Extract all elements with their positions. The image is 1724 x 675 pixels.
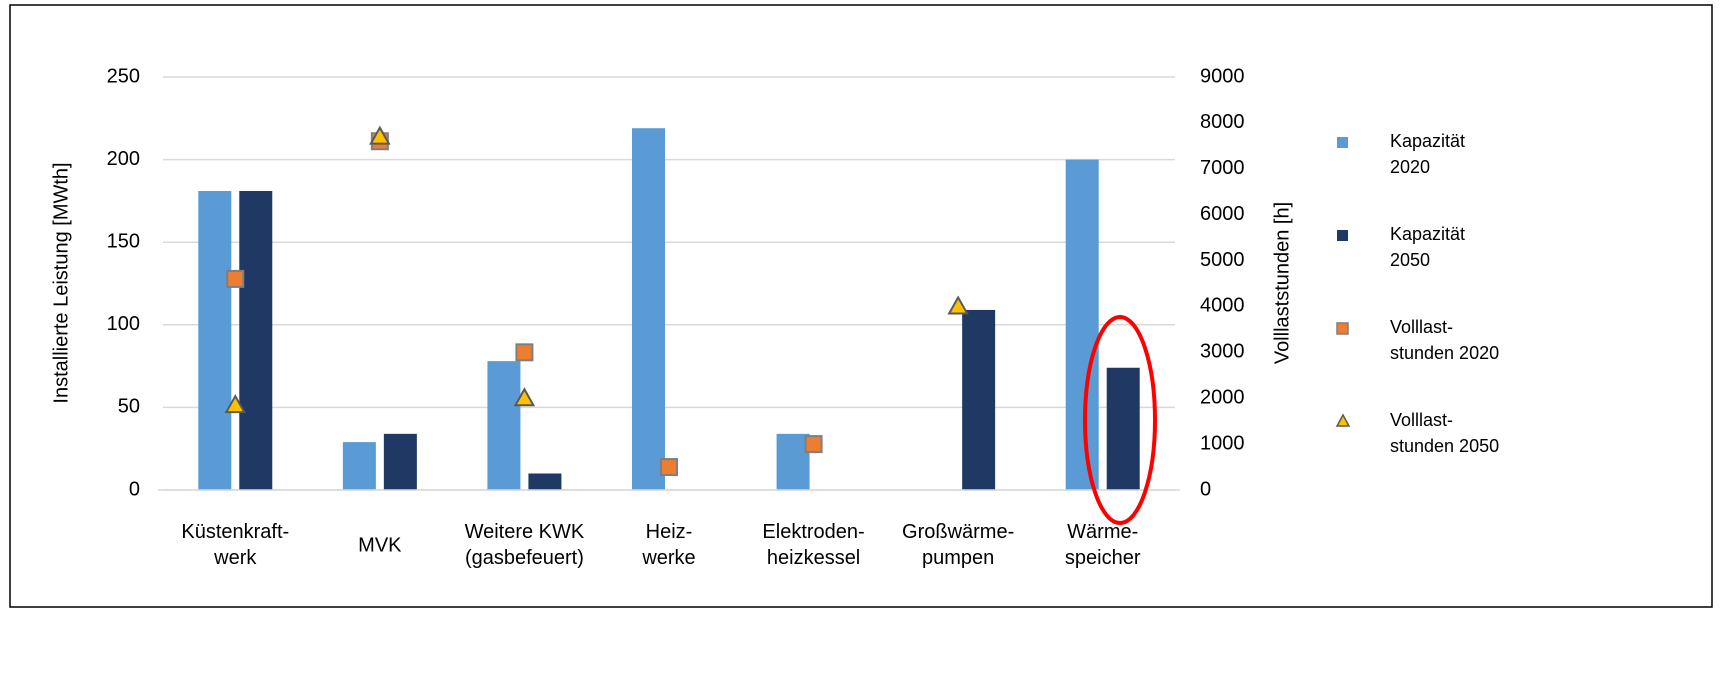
y2-tick-label: 6000	[1200, 203, 1245, 225]
x-tick-label: MVK	[358, 534, 402, 556]
legend-label: Kapazität 2050	[1390, 224, 1465, 270]
y-tick-label: 150	[107, 230, 140, 252]
triangle-marker	[947, 295, 969, 315]
x-tick-label: Heiz-werke	[641, 521, 695, 569]
y2-axis-title: Volllaststunden [h]	[1271, 202, 1293, 364]
x-tick-label: Elektroden-heizkessel	[762, 521, 864, 569]
y2-tick-label: 2000	[1200, 387, 1245, 409]
triangle-marker	[369, 125, 391, 145]
legend-swatch	[1335, 413, 1351, 427]
triangle-marker	[224, 394, 246, 414]
y2-tick-label: 8000	[1200, 111, 1245, 133]
y-tick-label: 50	[118, 396, 140, 418]
x-tick-label: Weitere KWK (gasbefeuert)	[465, 521, 585, 569]
y2-tick-label: 9000	[1200, 65, 1245, 87]
y2-tick-label: 0	[1200, 478, 1211, 500]
legend-swatch	[1337, 230, 1348, 241]
square-marker	[515, 343, 534, 362]
legend-label: Volllast-stunden 2020	[1390, 317, 1499, 363]
bar	[198, 190, 232, 490]
bar	[239, 190, 273, 490]
y2-tick-label: 7000	[1200, 157, 1245, 179]
square-marker	[660, 458, 678, 477]
y-tick-label: 250	[107, 65, 140, 87]
x-tick-label: Küstenkraft-werk	[181, 521, 289, 569]
y2-tick-label: 4000	[1200, 295, 1245, 317]
x-tick-label: Wärme-speicher	[1065, 521, 1141, 569]
bar	[962, 309, 996, 490]
y2-tick-label: 5000	[1200, 249, 1245, 271]
triangle-marker	[513, 387, 536, 407]
square-marker	[804, 435, 823, 454]
bar	[1065, 159, 1099, 490]
bar	[632, 128, 665, 490]
highlight-ellipse	[1083, 315, 1157, 525]
bar	[342, 442, 376, 490]
legend-label: Kapazität 2020	[1390, 131, 1465, 177]
x-tick-label: Großwärme-pumpen	[902, 521, 1014, 569]
y-tick-label: 0	[129, 478, 140, 500]
bar	[776, 433, 810, 490]
y2-tick-label: 3000	[1200, 341, 1245, 363]
bar	[1106, 367, 1140, 490]
bar	[383, 433, 417, 490]
bar	[528, 473, 562, 490]
bar	[487, 361, 521, 490]
square-marker	[226, 269, 245, 288]
y2-tick-label: 1000	[1200, 432, 1245, 454]
y-tick-label: 200	[107, 148, 140, 170]
legend-swatch	[1337, 137, 1348, 148]
y-axis-title: Installierte Leistung [MWth]	[50, 162, 72, 403]
legend-label: Volllast-stunden 2050	[1390, 410, 1499, 456]
y-tick-label: 100	[107, 313, 140, 335]
legend-swatch	[1336, 322, 1349, 335]
frame	[9, 4, 1713, 608]
